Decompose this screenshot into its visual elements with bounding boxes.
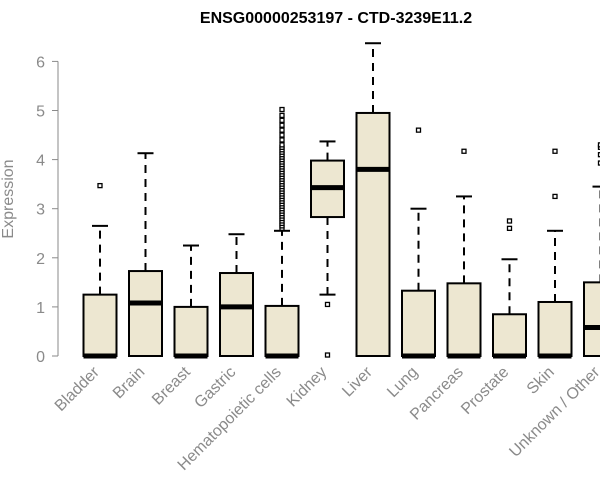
outlier-point <box>506 218 513 224</box>
outlier-point <box>415 127 422 133</box>
y-axis-label: Expression <box>0 159 17 238</box>
outlier-point <box>279 127 285 133</box>
y-tick-label: 3 <box>36 202 45 219</box>
x-tick-label: Skin <box>524 364 558 398</box>
x-tick-label: Lung <box>384 364 421 401</box>
outlier-point <box>552 148 558 154</box>
box-body <box>355 111 391 357</box>
box-unknown-other <box>583 142 600 358</box>
box-prostate <box>492 218 527 359</box>
box-liver <box>355 42 391 357</box>
outlier-point <box>597 152 600 158</box>
outlier-point <box>461 148 467 154</box>
box-body <box>82 293 118 357</box>
outlier-point <box>97 182 103 189</box>
box-skin <box>537 148 573 359</box>
outlier-point <box>279 122 285 128</box>
y-tick-label: 1 <box>36 300 45 317</box>
box-breast <box>173 244 209 359</box>
outlier-point <box>279 117 285 123</box>
x-tick-label: Liver <box>339 363 376 400</box>
outlier-point <box>597 160 600 166</box>
box-hematopoietic-cells <box>264 106 300 359</box>
box-bladder <box>82 182 118 359</box>
y-tick-label: 5 <box>36 104 45 121</box>
box-body <box>128 270 163 358</box>
box-body <box>492 313 527 358</box>
outlier-point <box>552 193 558 200</box>
outlier-point <box>324 301 331 308</box>
outlier-point <box>279 132 285 138</box>
outlier-point <box>324 352 331 358</box>
box-gastric <box>219 233 254 357</box>
box-body <box>173 305 209 357</box>
outlier-point <box>279 112 285 119</box>
x-tick-label: Prostate <box>458 364 512 418</box>
box-body <box>446 282 482 357</box>
outlier-point <box>279 142 285 148</box>
y-tick-label: 0 <box>36 349 45 366</box>
x-tick-label: Breast <box>149 363 194 408</box>
box-body <box>401 289 436 357</box>
box-pancreas <box>446 148 482 359</box>
outlier-point <box>279 137 285 143</box>
y-axis: 0 1 2 3 4 5 6 <box>36 54 59 366</box>
x-tick-label: Bladder <box>52 363 103 414</box>
box-body <box>583 281 600 358</box>
x-tick-label: Kidney <box>284 364 331 411</box>
box-body <box>219 272 254 357</box>
box-kidney <box>310 140 345 358</box>
chart-title: ENSG00000253197 - CTD-3239E11.2 <box>200 10 472 27</box>
x-tick-label: Brain <box>110 364 148 402</box>
y-tick-label: 2 <box>36 251 45 268</box>
box-body <box>537 300 573 357</box>
box-body <box>264 304 300 357</box>
outlier-point <box>597 142 600 148</box>
y-tick-label: 4 <box>36 153 45 170</box>
box-series <box>82 42 600 359</box>
outlier-point <box>279 106 285 113</box>
outlier-point <box>506 225 513 231</box>
box-lung <box>401 127 436 359</box>
box-brain <box>128 152 163 358</box>
y-tick-label: 6 <box>36 54 45 71</box>
